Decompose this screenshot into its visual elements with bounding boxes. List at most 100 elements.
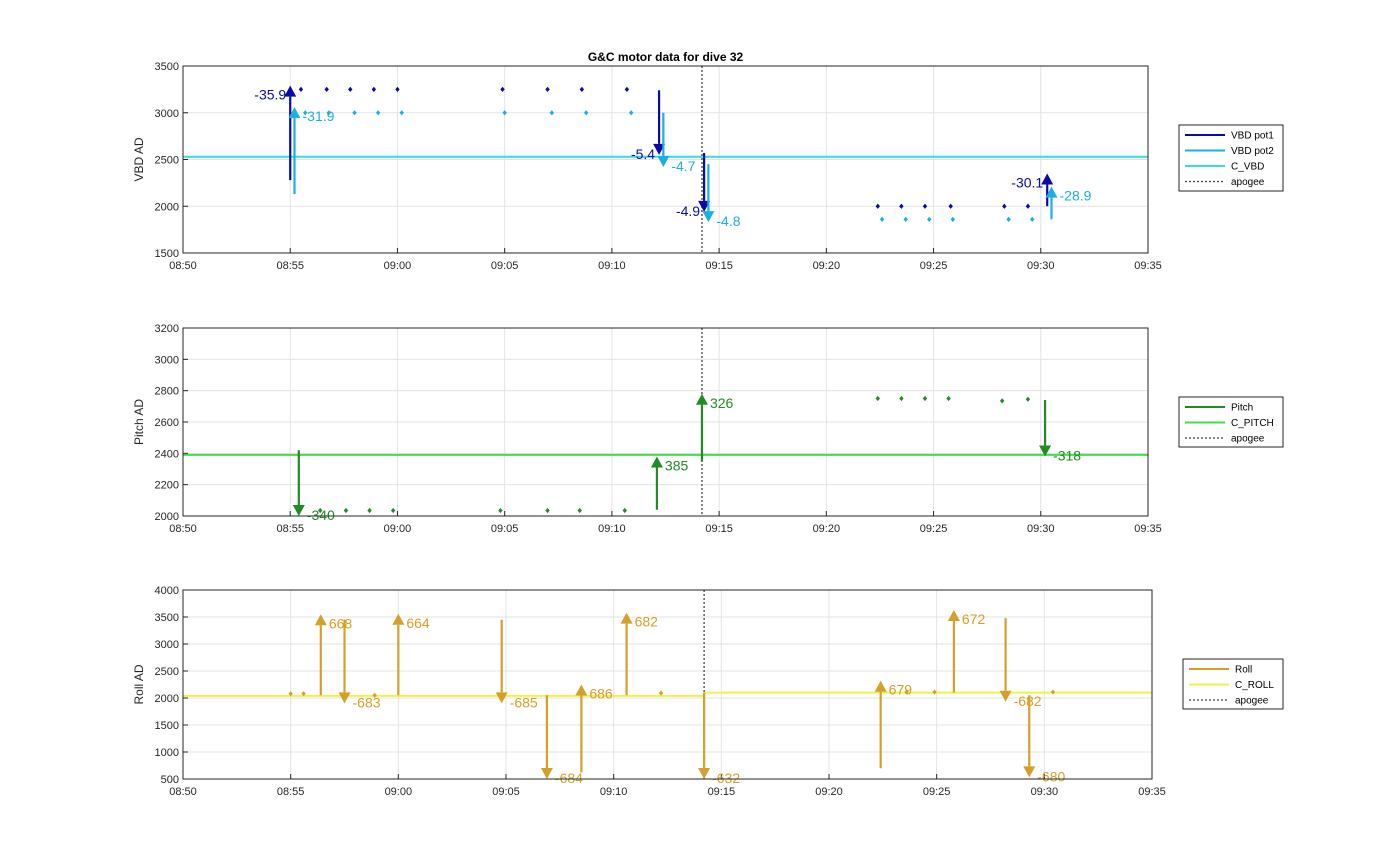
data-point	[352, 110, 357, 116]
legend-label: C_PITCH	[1231, 418, 1274, 429]
x-tick-label: 09:25	[920, 523, 948, 535]
axes-box	[182, 327, 1149, 517]
data-point	[375, 110, 381, 116]
legend-label: apogee	[1235, 696, 1269, 707]
y-tick-label: 2400	[155, 448, 179, 460]
data-label: 682	[635, 614, 659, 630]
data-label: -685	[510, 694, 538, 710]
data-point	[1002, 203, 1007, 209]
x-tick-label: 09:00	[385, 786, 413, 798]
series-vbd-pot1: -35.9 -5.4 -4.9 -30.1	[254, 85, 1054, 219]
data-point	[922, 395, 928, 402]
x-tick-label: 09:20	[813, 260, 841, 272]
y-tick-label: 500	[161, 774, 179, 786]
data-label: 686	[589, 686, 613, 702]
legend-label: Pitch	[1231, 403, 1253, 414]
x-tick-label: 08:55	[276, 260, 304, 272]
arrow-head	[695, 393, 708, 405]
data-point	[622, 507, 627, 514]
legend-label: Roll	[1235, 665, 1252, 676]
y-tick-label: 2600	[155, 417, 179, 429]
arrow-head	[702, 211, 715, 223]
data-point	[875, 203, 880, 209]
legend-label: VBD pot2	[1231, 146, 1274, 157]
arrow-head	[575, 684, 588, 696]
data-point	[932, 689, 937, 695]
x-tick-label: 09:20	[815, 786, 843, 798]
data-label: -35.9	[254, 87, 286, 103]
y-tick-label: 1500	[155, 248, 179, 260]
series-vbd-pot2: -31.9 -4.7 -4.8 -28.9	[288, 107, 1092, 229]
arrow-head	[1045, 186, 1058, 198]
x-tick-label: 09:15	[705, 523, 733, 535]
x-tick-label: 09:05	[491, 260, 519, 272]
x-tick-label: 09:35	[1138, 786, 1166, 798]
data-point	[899, 395, 904, 402]
data-point	[903, 216, 908, 222]
y-tick-label: 1000	[155, 747, 179, 759]
data-point	[899, 203, 904, 209]
data-label: -4.7	[671, 158, 695, 174]
x-tick-label: 09:05	[492, 786, 520, 798]
y-tick-label: 2800	[155, 386, 179, 398]
legend-label: C_VBD	[1231, 162, 1264, 173]
x-tick-label: 09:15	[705, 260, 733, 272]
data-label: -682	[1014, 693, 1042, 709]
arrow-head	[698, 200, 711, 212]
data-point	[372, 692, 377, 698]
arrow-head	[698, 768, 711, 779]
x-tick-label: 09:20	[813, 523, 841, 535]
data-label: -680	[1037, 768, 1065, 784]
x-tick-label: 09:30	[1031, 786, 1059, 798]
data-point	[395, 86, 400, 92]
data-label: 664	[406, 615, 430, 631]
data-point	[658, 690, 664, 696]
data-point	[948, 203, 953, 209]
data-point	[875, 395, 880, 402]
arrow-head	[1023, 766, 1036, 778]
y-tick-label: 2200	[155, 480, 179, 492]
data-point	[301, 691, 306, 697]
data-point	[579, 86, 585, 92]
arrow-head	[540, 768, 553, 779]
y-tick-label: 3200	[155, 323, 179, 335]
x-tick-label: 09:30	[1027, 523, 1055, 535]
data-label: 672	[962, 611, 986, 627]
data-point	[549, 110, 555, 116]
data-point	[1025, 203, 1031, 209]
data-point	[577, 507, 582, 514]
y-tick-label: 3500	[155, 61, 179, 73]
data-point	[367, 507, 372, 514]
arrow-head	[657, 155, 670, 167]
x-tick-label: 09:25	[923, 786, 951, 798]
data-point	[371, 86, 377, 92]
y-axis-label: Pitch AD	[132, 399, 146, 445]
y-axis-label: VBD AD	[132, 137, 146, 181]
data-label: -30.1	[1011, 175, 1043, 191]
data-point	[399, 110, 404, 116]
data-label: -4.9	[676, 203, 700, 219]
chart-panel-1: 08:50 08:55 09:00 09:05 09:10 09:15 09:20 09:25…	[132, 50, 1284, 272]
data-label: 679	[889, 682, 913, 698]
x-tick-label: 09:35	[1134, 260, 1162, 272]
arrow-head	[1039, 445, 1052, 457]
data-point	[498, 507, 503, 514]
data-point	[326, 110, 332, 116]
data-point	[545, 507, 550, 514]
data-point	[904, 689, 909, 695]
y-tick-label: 2000	[155, 693, 179, 705]
data-point	[348, 86, 353, 92]
y-axis-label: Roll AD	[132, 664, 146, 704]
arrow-head	[292, 505, 305, 516]
data-point	[500, 86, 505, 92]
x-tick-label: 08:55	[277, 786, 305, 798]
y-tick-label: 2000	[155, 511, 179, 523]
x-tick-label: 09:00	[384, 523, 412, 535]
x-tick-label: 09:25	[920, 260, 948, 272]
chart-panel-2: 08:50 08:55 09:00 09:05 09:10 09:15 09:20 09:25…	[132, 323, 1284, 535]
data-point	[324, 86, 329, 92]
data-point	[390, 507, 396, 514]
x-tick-label: 09:10	[598, 260, 626, 272]
